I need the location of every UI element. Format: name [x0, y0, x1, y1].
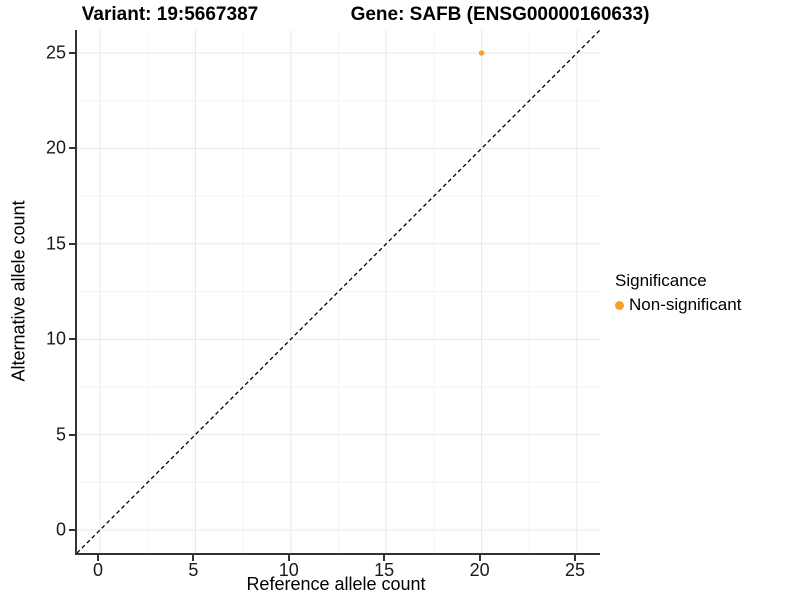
- x-tick-label: 5: [188, 560, 199, 580]
- y-tick-label: 10: [45, 328, 66, 349]
- plot-panel: [75, 30, 600, 555]
- legend-entry-label: Non-significant: [629, 295, 742, 314]
- y-tick-mark: [69, 147, 75, 150]
- x-tick-label: 20: [469, 560, 490, 580]
- y-tick-mark: [69, 529, 75, 531]
- x-tick-mark: [97, 555, 99, 561]
- x-tick-mark: [192, 555, 195, 561]
- x-tick-mark: [574, 555, 576, 561]
- x-tick-label: 15: [374, 560, 395, 580]
- y-tick-label: 20: [45, 137, 66, 158]
- data-point: [478, 50, 485, 56]
- x-tick-label: 10: [278, 560, 299, 580]
- y-tick-label: 5: [55, 424, 66, 445]
- legend: Significance Non-significant: [615, 271, 741, 315]
- x-tick-mark: [383, 555, 386, 561]
- legend-point-icon: [615, 300, 624, 310]
- gene-title: Gene: SAFB (ENSG00000160633): [350, 4, 650, 25]
- y-tick-mark: [69, 52, 75, 54]
- legend-entry: Non-significant: [615, 295, 741, 315]
- y-axis-title: Alternative allele count: [8, 200, 29, 382]
- y-tick-label: 15: [45, 233, 66, 254]
- identity-dashed-line: [77, 30, 600, 553]
- x-tick-mark: [287, 555, 290, 561]
- legend-title: Significance: [615, 271, 707, 290]
- y-tick-mark: [69, 338, 75, 341]
- y-tick-label: 25: [45, 42, 66, 63]
- variant-title: Variant: 19:5667387: [81, 4, 259, 25]
- plot-area-svg: [77, 30, 600, 553]
- x-tick-label: 0: [92, 560, 104, 580]
- y-tick-mark: [69, 433, 75, 436]
- x-tick-mark: [478, 555, 481, 561]
- x-tick-label: 25: [564, 560, 586, 580]
- y-tick-label: 0: [55, 519, 66, 540]
- x-axis-title: Reference allele count: [246, 574, 426, 594]
- y-tick-mark: [69, 242, 75, 245]
